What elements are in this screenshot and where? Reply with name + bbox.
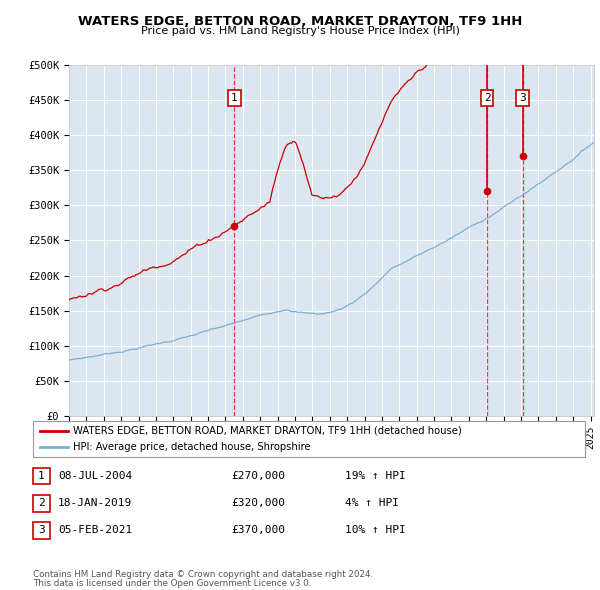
Text: 2: 2 bbox=[484, 93, 490, 103]
Text: 05-FEB-2021: 05-FEB-2021 bbox=[58, 526, 133, 535]
Text: 3: 3 bbox=[38, 526, 45, 535]
Text: 4% ↑ HPI: 4% ↑ HPI bbox=[345, 499, 399, 508]
Text: This data is licensed under the Open Government Licence v3.0.: This data is licensed under the Open Gov… bbox=[33, 579, 311, 588]
Text: 19% ↑ HPI: 19% ↑ HPI bbox=[345, 471, 406, 481]
Text: 18-JAN-2019: 18-JAN-2019 bbox=[58, 499, 133, 508]
Text: HPI: Average price, detached house, Shropshire: HPI: Average price, detached house, Shro… bbox=[73, 442, 310, 452]
Text: Contains HM Land Registry data © Crown copyright and database right 2024.: Contains HM Land Registry data © Crown c… bbox=[33, 571, 373, 579]
Text: £320,000: £320,000 bbox=[231, 499, 285, 508]
Text: £270,000: £270,000 bbox=[231, 471, 285, 481]
Text: WATERS EDGE, BETTON ROAD, MARKET DRAYTON, TF9 1HH (detached house): WATERS EDGE, BETTON ROAD, MARKET DRAYTON… bbox=[73, 426, 461, 436]
Text: 08-JUL-2004: 08-JUL-2004 bbox=[58, 471, 133, 481]
Text: £370,000: £370,000 bbox=[231, 526, 285, 535]
Text: WATERS EDGE, BETTON ROAD, MARKET DRAYTON, TF9 1HH: WATERS EDGE, BETTON ROAD, MARKET DRAYTON… bbox=[78, 15, 522, 28]
Text: 2: 2 bbox=[38, 499, 45, 508]
Text: 3: 3 bbox=[519, 93, 526, 103]
Text: Price paid vs. HM Land Registry's House Price Index (HPI): Price paid vs. HM Land Registry's House … bbox=[140, 26, 460, 36]
Text: 10% ↑ HPI: 10% ↑ HPI bbox=[345, 526, 406, 535]
Text: 1: 1 bbox=[231, 93, 238, 103]
Text: 1: 1 bbox=[38, 471, 45, 481]
